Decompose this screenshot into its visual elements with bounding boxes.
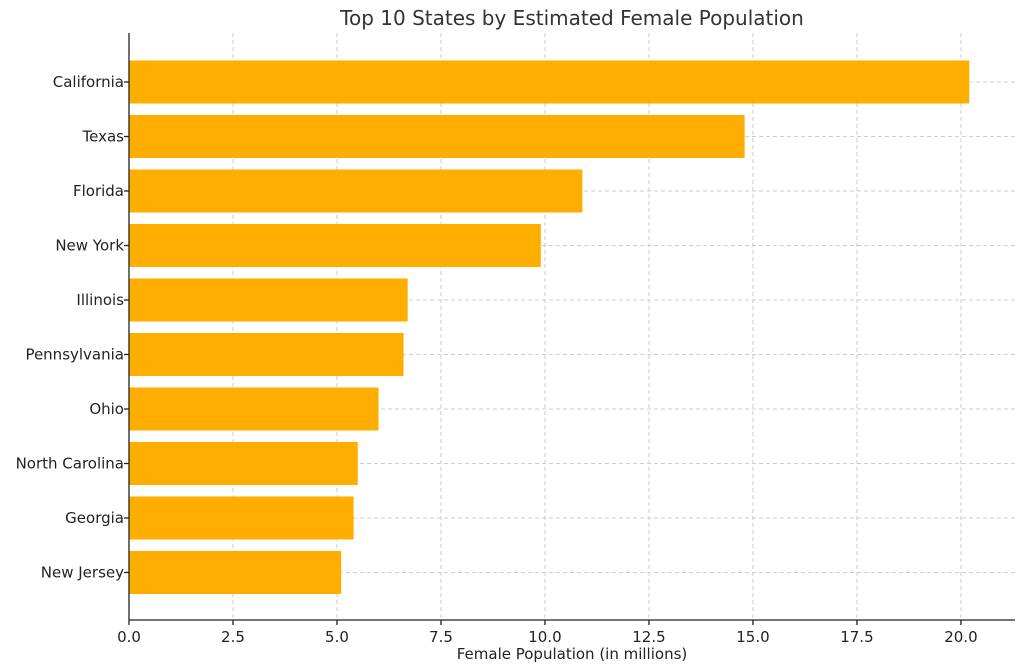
bar-ohio <box>129 387 379 431</box>
y-tick-label: Illinois <box>76 291 124 309</box>
x-tick-label: 10.0 <box>528 628 561 646</box>
y-tick-label: Florida <box>73 182 124 200</box>
chart-title: Top 10 States by Estimated Female Popula… <box>339 6 804 30</box>
bar-georgia <box>129 496 354 540</box>
x-tick-label: 17.5 <box>840 628 873 646</box>
bar-illinois <box>129 278 408 322</box>
bar-pennsylvania <box>129 333 404 376</box>
y-tick-label: Texas <box>82 128 125 146</box>
x-tick-label: 12.5 <box>632 628 665 646</box>
x-tick-label: 0.0 <box>117 628 141 646</box>
y-tick-label: New Jersey <box>41 564 124 582</box>
y-tick-label: Georgia <box>65 509 124 527</box>
y-tick-label: North Carolina <box>16 455 124 473</box>
x-tick-label: 5.0 <box>325 628 349 646</box>
x-axis-label: Female Population (in millions) <box>457 645 688 663</box>
x-tick-label: 20.0 <box>944 628 977 646</box>
bar-north-carolina <box>129 442 358 485</box>
y-tick-label: Ohio <box>89 400 124 418</box>
bar-texas <box>129 115 745 158</box>
bar-layer <box>129 60 970 594</box>
bar-new-jersey <box>129 551 342 594</box>
x-tick-label: 15.0 <box>736 628 769 646</box>
y-tick-label: New York <box>55 237 124 255</box>
axis-layer: 0.0 2.5 5.0 7.5 10.0 12.5 15.0 17.5 20.0 Californ… <box>16 33 1015 646</box>
y-tick-label: Pennsylvania <box>25 346 124 364</box>
y-tick-label: California <box>53 73 124 91</box>
x-tick-label: 2.5 <box>221 628 245 646</box>
bar-california <box>129 60 970 104</box>
bar-florida <box>129 169 583 213</box>
x-tick-label: 7.5 <box>429 628 453 646</box>
bar-new-york <box>129 224 541 267</box>
